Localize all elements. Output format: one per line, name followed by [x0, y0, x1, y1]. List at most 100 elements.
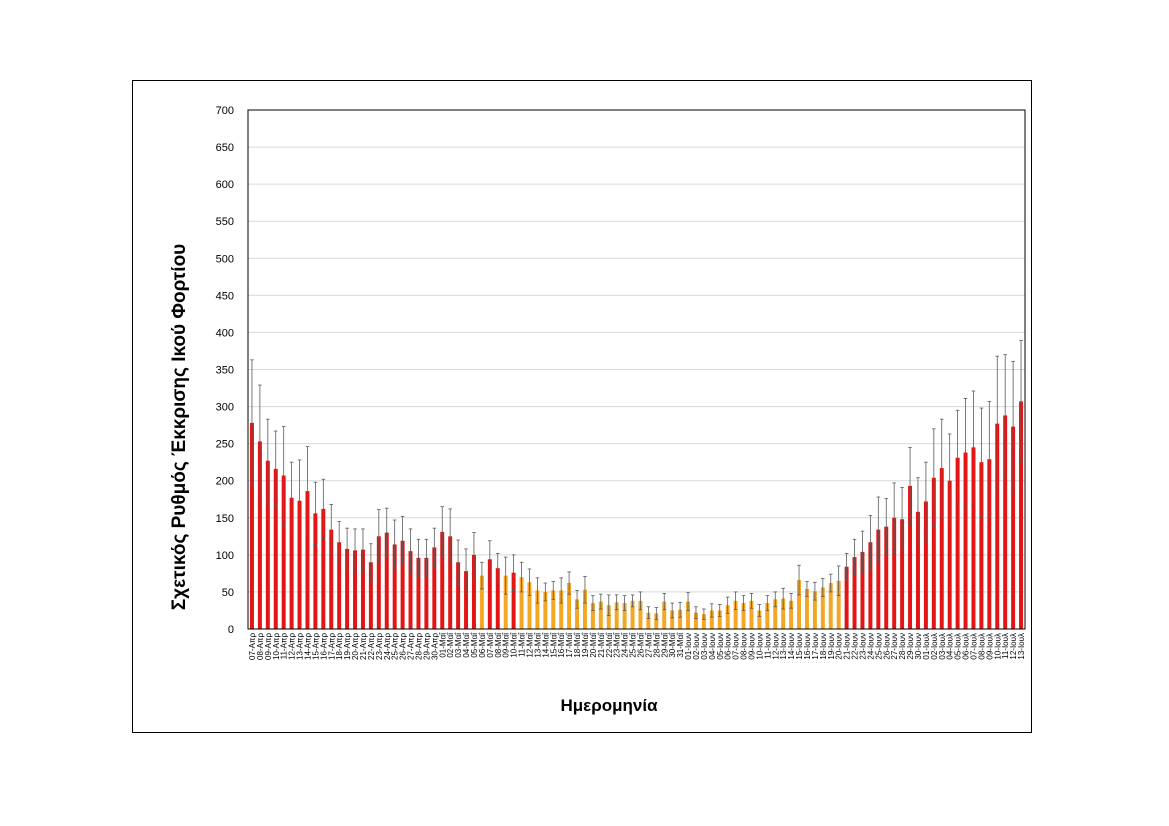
bar	[535, 590, 540, 629]
x-tick-label: 08-Ιουλ	[977, 633, 986, 660]
error-bar	[868, 515, 873, 570]
bar	[456, 562, 461, 629]
error-bar	[662, 593, 667, 611]
y-tick-label: 200	[216, 476, 234, 488]
error-bar	[916, 477, 920, 547]
error-bar	[654, 607, 659, 620]
error-bar	[733, 591, 738, 611]
x-tick-label: 27-Ιουν	[890, 633, 899, 660]
bar	[582, 589, 587, 629]
x-tick-label: 25-Ιουν	[874, 633, 883, 660]
bar	[1003, 415, 1008, 629]
bar	[654, 613, 659, 629]
error-bar	[511, 554, 516, 591]
bar	[757, 610, 762, 629]
x-tick-label: 11-Ιουλ	[1001, 633, 1010, 659]
error-bars	[250, 340, 1023, 620]
y-axis-ticks: 0 50 100 150 200 250 300 350 400 450 500 550 600 650 7…	[216, 105, 234, 636]
bar	[249, 422, 254, 629]
error-bar	[448, 508, 452, 565]
x-tick-label: 07-Απρ	[248, 633, 257, 660]
error-bar	[638, 591, 643, 611]
error-bar	[773, 591, 778, 608]
error-bar	[908, 446, 912, 525]
bar	[376, 536, 381, 629]
error-bar	[614, 594, 619, 611]
error-bar	[527, 568, 532, 597]
x-tick-label: 18-Ιουν	[819, 633, 828, 660]
x-tick-label: 12-Ιουλ	[1009, 633, 1018, 660]
y-tick-label: 600	[216, 179, 234, 191]
x-tick-label: 20-Απρ	[351, 633, 360, 660]
x-tick-label: 04-Ιουλ	[946, 633, 955, 660]
error-bar	[670, 602, 674, 619]
bar	[804, 588, 809, 629]
bar	[812, 591, 817, 629]
bar	[709, 610, 714, 629]
y-tick-label: 500	[216, 253, 234, 265]
x-tick-label: 14-Απρ	[303, 633, 312, 660]
error-bar	[273, 430, 278, 508]
error-bar	[495, 552, 500, 584]
error-bar	[765, 595, 770, 611]
x-tick-label: 27-Μαΐ	[644, 632, 653, 658]
error-bar	[781, 587, 785, 610]
x-tick-label: 24-Μαΐ	[621, 632, 630, 658]
bar	[511, 572, 516, 629]
x-tick-label: 28-Ιουν	[898, 633, 907, 660]
bar	[931, 477, 936, 629]
x-tick-label: 11-Ιουν	[763, 633, 772, 659]
bar	[551, 590, 556, 629]
x-tick-label: 22-Μαΐ	[605, 632, 614, 658]
bar	[820, 587, 825, 629]
y-tick-label: 700	[216, 105, 234, 117]
error-bar	[828, 573, 833, 593]
error-bar	[258, 384, 262, 499]
error-bar	[503, 556, 508, 595]
bar	[297, 500, 302, 629]
error-bar	[305, 446, 310, 536]
bar	[471, 554, 476, 629]
error-bar	[860, 530, 865, 574]
x-tick-label: 09-Ιουλ	[985, 633, 994, 660]
error-bar	[1011, 360, 1015, 493]
bar	[590, 603, 595, 629]
x-tick-label: 12-Απρ	[288, 633, 297, 660]
error-bar	[250, 359, 254, 487]
error-bar	[630, 594, 635, 608]
y-tick-label: 0	[228, 624, 234, 636]
error-bar	[361, 528, 365, 571]
x-tick-label: 13-Απρ	[296, 633, 305, 660]
x-tick-label: 23-Απρ	[375, 633, 384, 660]
x-tick-label: 03-Ιουλ	[938, 633, 947, 660]
error-bar	[281, 426, 286, 525]
x-tick-label: 15-Ιουν	[795, 633, 804, 660]
x-tick-label: 19-Ιουν	[827, 633, 836, 660]
y-tick-label: 50	[222, 587, 234, 599]
x-tick-label: 29-Ιουν	[906, 633, 915, 660]
error-bar	[821, 578, 825, 597]
error-bar	[694, 606, 698, 620]
bar	[400, 540, 405, 629]
error-bar	[939, 418, 944, 518]
bar	[844, 566, 849, 629]
error-bar	[480, 561, 484, 590]
x-tick-label: 08-Απρ	[256, 633, 265, 660]
x-tick-label: 11-Απρ	[280, 633, 289, 660]
error-bar	[725, 596, 730, 614]
x-axis-ticks: 07-Απρ08-Απρ09-Απρ10-Απρ11-Απρ12-Απρ13-Α…	[248, 632, 1026, 660]
error-bar	[789, 593, 793, 609]
error-bar	[519, 561, 524, 593]
x-tick-label: 16-Απρ	[319, 633, 328, 660]
x-tick-label: 28-Μαΐ	[652, 632, 661, 658]
y-tick-label: 250	[216, 439, 234, 451]
y-tick-label: 400	[216, 327, 234, 339]
x-tick-label: 14-Μαΐ	[541, 632, 550, 658]
bars	[249, 401, 1024, 629]
error-bar	[583, 575, 587, 604]
bar	[614, 602, 619, 629]
error-bar	[297, 459, 302, 542]
error-bar	[416, 538, 421, 577]
bar	[630, 600, 635, 629]
bar	[733, 600, 738, 629]
